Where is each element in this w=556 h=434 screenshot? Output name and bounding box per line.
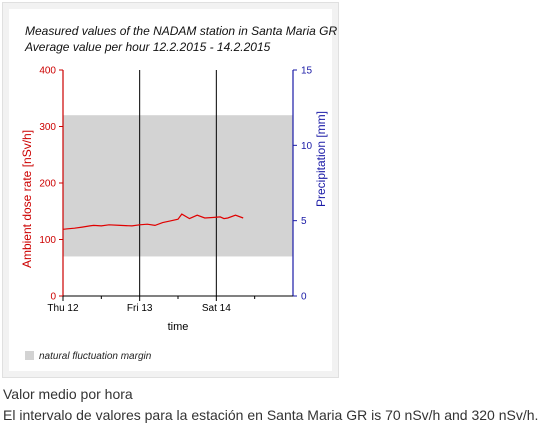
chart-title-line1: Measured values of the NADAM station in …: [25, 24, 338, 38]
x-tick-label: Fri 13: [127, 303, 153, 314]
chart-panel: Measured values of the NADAM station in …: [2, 2, 339, 378]
left-tick-label: 100: [39, 235, 56, 246]
caption-average: Valor medio por hora: [3, 386, 133, 402]
left-tick-label: 300: [39, 122, 56, 133]
left-tick-label: 400: [39, 66, 56, 77]
left-axis-title: Ambient dose rate [nSv/h]: [20, 130, 34, 268]
legend-label: natural fluctuation margin: [39, 351, 152, 362]
left-tick-label: 200: [39, 179, 56, 190]
dose-rate-line: [62, 213, 244, 230]
chart-title: Measured values of the NADAM station in …: [25, 23, 337, 55]
fluctuation-band: [63, 115, 293, 257]
x-tick-label: Thu 12: [47, 303, 79, 314]
right-tick-label: 15: [301, 66, 313, 77]
right-tick-label: 5: [301, 216, 307, 227]
right-axis-title: Precipitation [mm]: [314, 111, 328, 207]
legend-swatch: [25, 351, 34, 360]
caption-range: El intervalo de valores para la estación…: [3, 407, 539, 423]
left-tick-label: 0: [50, 292, 56, 303]
x-axis-title: time: [168, 321, 189, 333]
chart-svg: 0 100 200 300 400 0 5 10 15 Thu 12 Fri 13 Sat 14 tim…: [20, 66, 328, 363]
right-tick-label: 10: [301, 141, 313, 152]
right-tick-label: 0: [301, 292, 307, 303]
chart-inner: Measured values of the NADAM station in …: [9, 9, 337, 371]
x-tick-label: Sat 14: [202, 303, 231, 314]
chart-title-line2: Average value per hour 12.2.2015 - 14.2.…: [25, 40, 271, 54]
